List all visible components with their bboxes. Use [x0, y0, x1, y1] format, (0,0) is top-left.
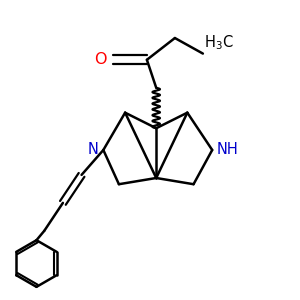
Text: H$_3$C: H$_3$C — [204, 33, 234, 52]
Text: O: O — [94, 52, 106, 67]
Text: NH: NH — [217, 142, 239, 158]
Text: N: N — [88, 142, 99, 158]
